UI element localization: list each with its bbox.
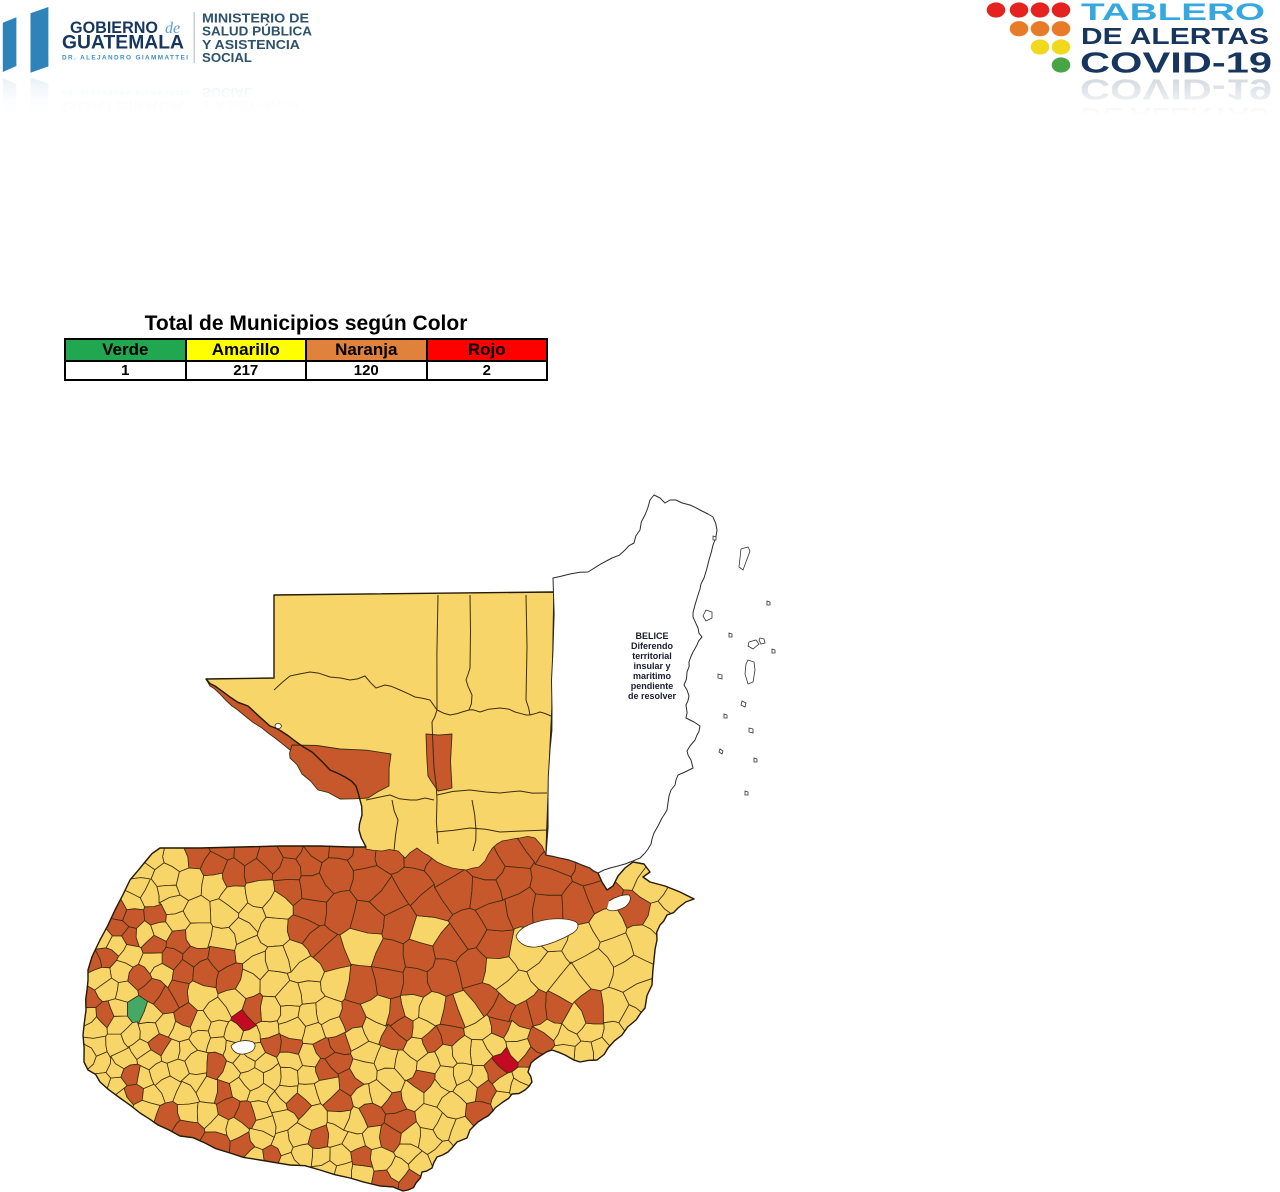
svg-text:DR. ALEJANDRO GIAMMATTEI: DR. ALEJANDRO GIAMMATTEI	[62, 55, 188, 62]
svg-text:TABLERO: TABLERO	[1081, 0, 1265, 26]
svg-text:MINISTERIO DE: MINISTERIO DE	[202, 12, 309, 26]
svg-text:SOCIAL: SOCIAL	[202, 51, 252, 65]
svg-text:DE ALERTAS: DE ALERTAS	[1081, 23, 1269, 49]
svg-text:GOBIERNO: GOBIERNO	[70, 18, 158, 37]
svg-text:SALUD PÚBLICA: SALUD PÚBLICA	[202, 24, 312, 39]
svg-text:GUATEMALA: GUATEMALA	[62, 32, 184, 54]
svg-text:de: de	[165, 20, 180, 37]
svg-text:Y ASISTENCIA: Y ASISTENCIA	[202, 38, 300, 52]
svg-text:COVID-19: COVID-19	[1080, 48, 1272, 80]
